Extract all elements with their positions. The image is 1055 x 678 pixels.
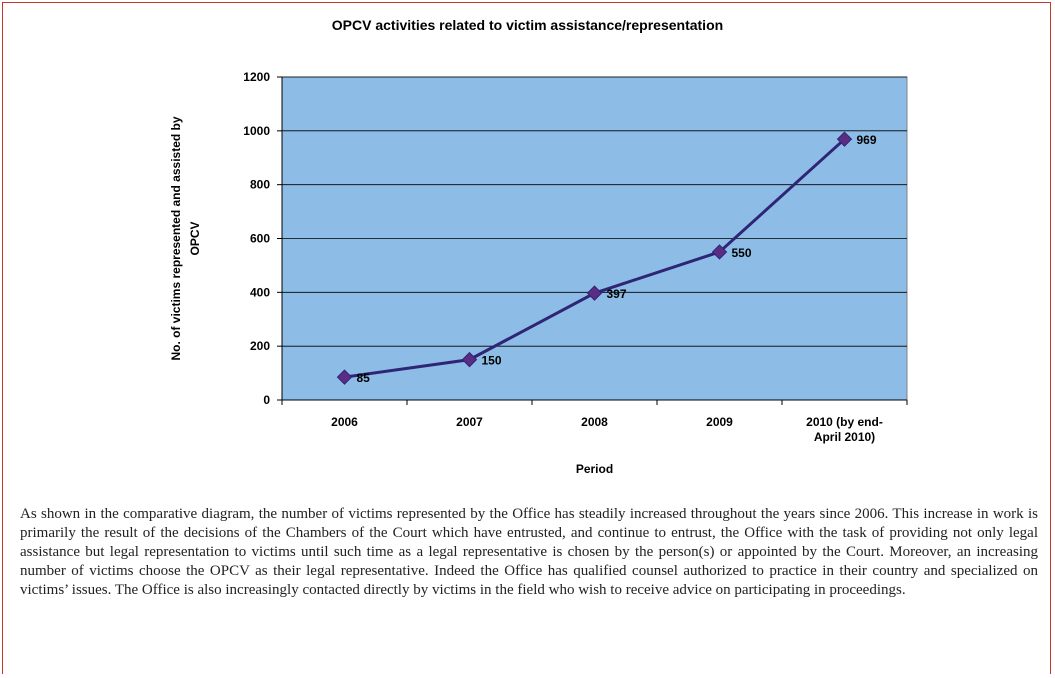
- data-labels: 85 150 397 550 969: [357, 133, 877, 385]
- x-tick-label-line: 2009: [706, 415, 733, 429]
- y-tick-label: 1000: [243, 124, 270, 138]
- x-axis-label: Period: [576, 462, 613, 476]
- x-tick-label: 2009: [706, 415, 733, 429]
- chart-title: OPCV activities related to victim assist…: [331, 17, 724, 33]
- y-tick-label: 1200: [243, 70, 270, 84]
- data-markers: [336, 131, 853, 385]
- x-tick-label: 2006: [331, 415, 358, 429]
- data-point-marker: [586, 285, 603, 301]
- y-axis-label-line-1: No. of victims represented and assisted …: [169, 116, 183, 360]
- y-axis-label-line-2: OPCV: [188, 221, 202, 255]
- x-tick-label-line: 2006: [331, 415, 358, 429]
- x-tick-label-line: April 2010): [814, 430, 875, 444]
- y-axis: 0 200 400 600 800 1000 1200: [243, 70, 283, 407]
- x-tick-label-line: 2008: [581, 415, 608, 429]
- x-tick-label-line: 2007: [456, 415, 483, 429]
- y-tick-label: 200: [250, 339, 270, 353]
- data-label: 85: [357, 371, 371, 385]
- x-tick-label: 2007: [456, 415, 483, 429]
- y-tick-label: 400: [250, 285, 270, 299]
- y-tick-label: 600: [250, 232, 270, 246]
- data-label: 150: [482, 354, 502, 368]
- data-point-marker: [711, 244, 728, 260]
- x-axis: 2006 2007 2008 2009 2010 (by end-April 2010): [281, 399, 908, 444]
- data-label: 397: [607, 287, 627, 301]
- x-tick-label-line: 2010 (by end-: [806, 415, 883, 429]
- y-tick-label: 0: [263, 393, 270, 407]
- data-point-marker: [336, 369, 353, 385]
- data-label: 550: [732, 246, 752, 260]
- data-label: 969: [857, 133, 877, 147]
- data-point-marker: [461, 351, 478, 368]
- y-tick-label: 800: [250, 178, 270, 192]
- body-paragraph: As shown in the comparative diagram, the…: [20, 506, 1038, 598]
- data-point-marker: [836, 131, 853, 147]
- x-tick-label: 2010 (by end-April 2010): [806, 415, 883, 444]
- x-tick-label: 2008: [581, 415, 608, 429]
